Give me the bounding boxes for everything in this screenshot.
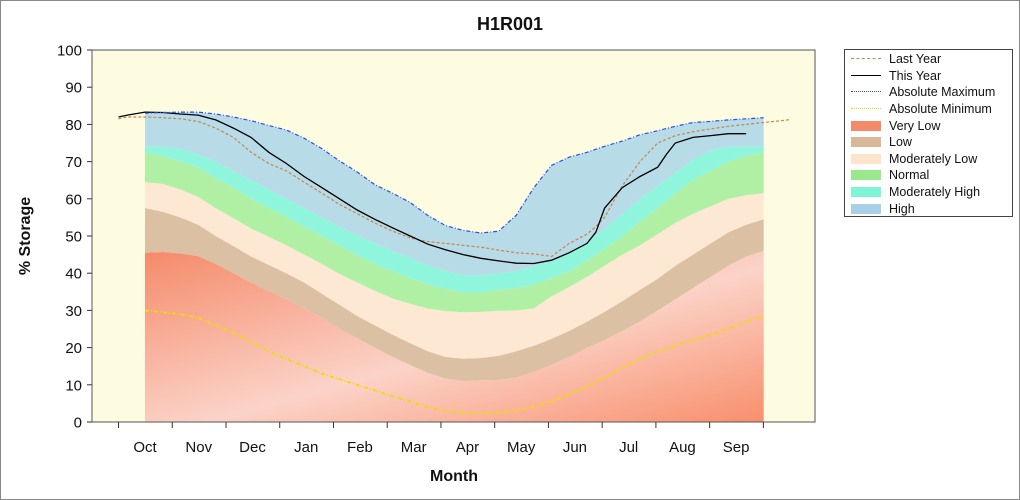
legend-item: Normal bbox=[845, 167, 1012, 184]
band-normal bbox=[145, 152, 764, 313]
x-axis-label: Month bbox=[430, 468, 478, 485]
legend-swatch bbox=[851, 70, 881, 82]
legend-swatch bbox=[851, 169, 881, 181]
y-tick-label: 30 bbox=[65, 303, 82, 320]
band-very-low bbox=[145, 250, 764, 422]
y-tick-label: 40 bbox=[65, 266, 82, 283]
x-tick-label: Jun bbox=[563, 439, 587, 456]
legend-swatch bbox=[851, 103, 881, 115]
x-tick-label: Sep bbox=[723, 439, 750, 456]
x-tick-label: Oct bbox=[133, 439, 157, 456]
legend-label: This Year bbox=[889, 68, 942, 83]
legend-item: Absolute Maximum bbox=[845, 84, 1012, 101]
y-tick-label: 90 bbox=[65, 80, 82, 97]
legend-item: High bbox=[845, 200, 1012, 217]
y-axis-label: % Storage bbox=[17, 197, 34, 275]
x-tick-label: Aug bbox=[669, 439, 696, 456]
legend-item: This Year bbox=[845, 68, 1012, 85]
y-tick-label: 100 bbox=[57, 43, 82, 60]
legend-label: Moderately High bbox=[889, 185, 981, 200]
chart-title: H1R001 bbox=[477, 14, 543, 34]
band-low bbox=[145, 208, 764, 382]
band-high bbox=[145, 112, 764, 276]
series-line-absolute-minimum bbox=[144, 309, 764, 415]
y-tick-label: 20 bbox=[65, 340, 82, 357]
y-tick-label: 0 bbox=[74, 415, 82, 432]
x-tick-label: May bbox=[507, 439, 536, 456]
y-tick-label: 60 bbox=[65, 191, 82, 208]
x-tick-label: Apr bbox=[456, 439, 479, 456]
y-tick-label: 10 bbox=[65, 377, 82, 394]
legend-label: High bbox=[889, 201, 915, 216]
legend-item: Moderately Low bbox=[845, 151, 1012, 168]
series-line-last-year bbox=[118, 116, 791, 258]
x-tick-label: Mar bbox=[401, 439, 427, 456]
legend-item: Moderately High bbox=[845, 184, 1012, 201]
legend-item: Last Year bbox=[845, 51, 1012, 68]
x-tick-label: Dec bbox=[239, 439, 266, 456]
band-moderately-low bbox=[145, 182, 764, 359]
legend-label: Normal bbox=[889, 168, 930, 183]
y-tick-label: 50 bbox=[65, 229, 82, 246]
legend-swatch bbox=[851, 120, 881, 132]
legend-item: Low bbox=[845, 134, 1012, 151]
legend-swatch bbox=[851, 153, 881, 165]
band-moderately-high bbox=[145, 146, 764, 293]
y-tick-label: 80 bbox=[65, 117, 82, 134]
x-tick-label: Jan bbox=[294, 439, 318, 456]
legend-swatch bbox=[851, 203, 881, 215]
legend-swatch bbox=[851, 136, 881, 148]
legend-swatch bbox=[851, 86, 881, 98]
legend-label: Moderately Low bbox=[889, 151, 978, 166]
y-tick-label: 70 bbox=[65, 154, 82, 171]
legend-swatch bbox=[851, 53, 881, 65]
legend-swatch bbox=[851, 186, 881, 198]
legend-label: Low bbox=[889, 135, 912, 150]
legend-label: Absolute Minimum bbox=[889, 102, 992, 117]
legend-item: Very Low bbox=[845, 117, 1012, 134]
legend-item: Absolute Minimum bbox=[845, 101, 1012, 118]
legend-label: Very Low bbox=[889, 118, 941, 133]
chart-legend: Last Year This Year Absolute Maximum Absolu… bbox=[844, 49, 1013, 217]
x-tick-label: Jul bbox=[619, 439, 638, 456]
x-tick-label: Feb bbox=[347, 439, 373, 456]
legend-label: Absolute Maximum bbox=[889, 85, 996, 100]
legend-label: Last Year bbox=[889, 52, 942, 67]
series-line-this-year bbox=[118, 111, 747, 265]
x-tick-label: Nov bbox=[185, 439, 212, 456]
